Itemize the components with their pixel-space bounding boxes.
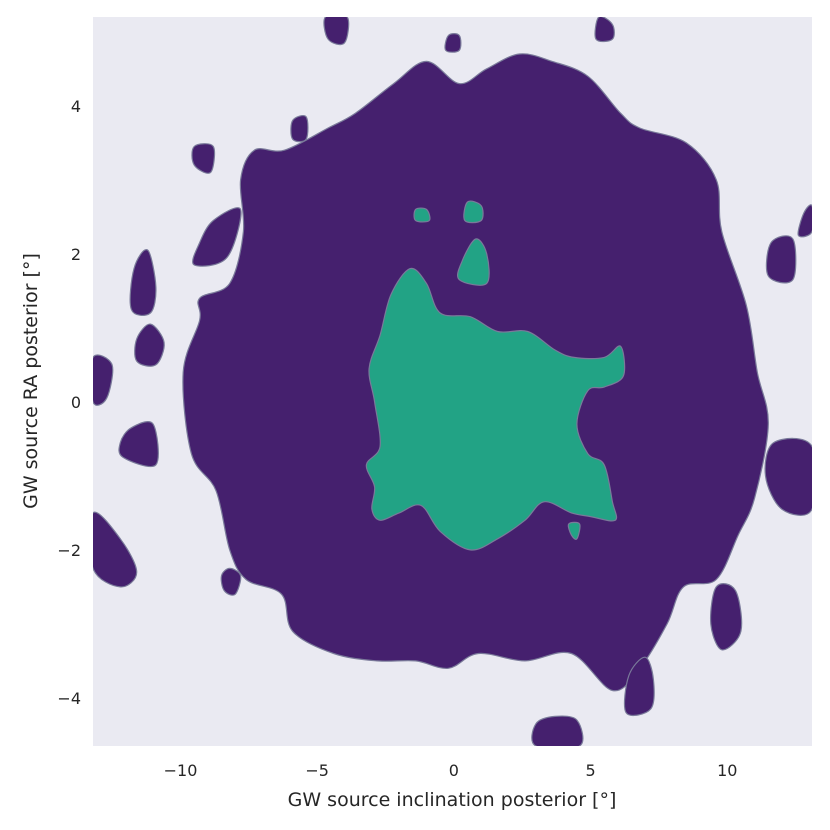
outer-contour-region-14 (323, 17, 350, 46)
outer-contour-region-13 (290, 115, 309, 143)
outer-contour-region-4 (710, 583, 743, 651)
contour-levels (93, 17, 812, 746)
outer-contour-region-16 (594, 17, 615, 43)
y-axis-label: GW source RA posterior [°] (20, 253, 42, 509)
outer-contour-region-2 (531, 715, 584, 746)
outer-contour-region-18 (797, 204, 812, 238)
x-tick-label: 0 (449, 761, 459, 780)
x-tick-label: 5 (586, 761, 596, 780)
x-tick-labels: −10 −5 0 5 10 (164, 761, 738, 780)
inner-contour-region-1 (365, 267, 626, 551)
inner-contour-region-4 (413, 207, 431, 223)
y-tick-label: −2 (57, 541, 81, 560)
inner-contour-region-3 (463, 200, 484, 224)
outer-contour-region-11 (192, 207, 242, 267)
outer-contour-region-15 (444, 33, 462, 53)
y-tick-label: −4 (57, 689, 81, 708)
outer-contour-region-9 (134, 323, 165, 367)
inner-contour-region-5 (567, 521, 581, 540)
y-tick-label: 4 (71, 97, 81, 116)
y-tick-labels: −4 −2 0 2 4 (57, 97, 81, 708)
outer-contour-region-5 (93, 511, 138, 588)
y-tick-label: 2 (71, 245, 81, 264)
x-tick-label: −10 (164, 761, 198, 780)
x-tick-label: −5 (305, 761, 329, 780)
outer-contour-region-10 (129, 249, 157, 317)
x-tick-label: 10 (717, 761, 737, 780)
outer-contour-region-7 (118, 421, 159, 468)
x-axis-label: GW source inclination posterior [°] (288, 789, 617, 811)
outer-contour-region-17 (765, 235, 797, 284)
outer-contour-region-3 (623, 656, 655, 716)
outer-contour-region-8 (93, 354, 114, 406)
outer-contour-region-19 (764, 437, 812, 516)
y-tick-label: 0 (71, 393, 81, 412)
outer-contour-region-12 (191, 143, 216, 174)
inner-contour-region-2 (457, 238, 490, 286)
outer-contour-region-6 (220, 567, 242, 596)
